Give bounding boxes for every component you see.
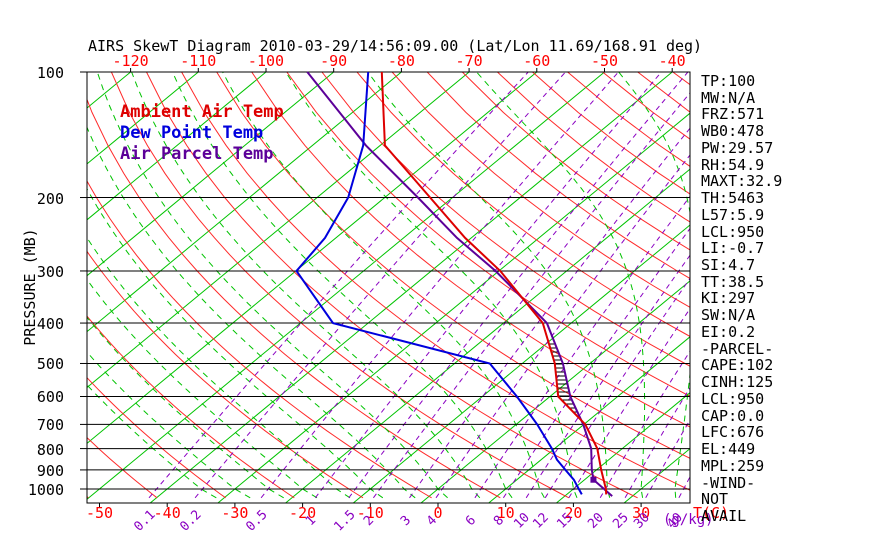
pressure-tick-300: 300 (36, 262, 64, 281)
pressure-tick-400: 400 (36, 315, 64, 334)
lcl-marker (590, 476, 597, 483)
pressure-tick-800: 800 (36, 440, 64, 459)
stat-line-ki-297: KI:297 (701, 289, 756, 308)
stat-line-mpl-259: MPL:259 (701, 456, 765, 475)
top-temp-tick--40: -40 (658, 52, 686, 70)
mixing-unit-label: (g/kg) (663, 512, 714, 528)
stat-line--wind-: -WIND- (701, 473, 756, 492)
sounding-curves (295, 71, 613, 497)
bottom-temp-tick--40: -40 (153, 504, 181, 522)
stat-line-l57-5-9: L57:5.9 (701, 205, 765, 224)
stat-line-mw-n-a: MW:N/A (701, 88, 756, 107)
top-temp-tick--100: -100 (247, 52, 285, 70)
stat-line-si-4-7: SI:4.7 (701, 256, 756, 275)
pressure-tick-700: 700 (36, 416, 64, 435)
pressure-tick-600: 600 (36, 388, 64, 407)
bottom-temp-tick--10: -10 (356, 504, 384, 522)
legend-dew-point-temp: Dew Point Temp (120, 123, 264, 143)
stat-line-rh-54-9: RH:54.9 (701, 155, 765, 174)
top-temp-tick--60: -60 (523, 52, 551, 70)
top-temp-tick--120: -120 (112, 52, 149, 70)
stat-line-lcl-950: LCL:950 (701, 389, 765, 408)
top-temp-tick--70: -70 (455, 52, 483, 70)
bottom-temp-tick--30: -30 (221, 504, 249, 522)
temp-unit-label: T(C) (693, 504, 730, 522)
stat-line-lfc-676: LFC:676 (701, 423, 765, 442)
stat-line-cinh-125: CINH:125 (701, 373, 774, 392)
curve-dew-point-temp (295, 71, 583, 495)
stat-line-th-5463: TH:5463 (701, 189, 765, 208)
stat-line-el-449: EL:449 (701, 440, 756, 459)
pressure-tick-200: 200 (36, 189, 64, 208)
stat-line-avail: AVAIL (701, 506, 747, 525)
stat-line-not: NOT (701, 490, 729, 509)
bottom-temp-tick-0: 0 (433, 504, 443, 522)
stat-line-ei-0-2: EI:0.2 (701, 322, 756, 341)
bottom-temp-tick--50: -50 (85, 504, 114, 522)
stat-line-maxt-32-9: MAXT:32.9 (701, 172, 783, 191)
grid-lines (87, 72, 690, 503)
cape-hatch-region (549, 343, 580, 417)
stat-line-pw-29-57: PW:29.57 (701, 138, 774, 157)
pressure-tick-100: 100 (36, 64, 64, 82)
bottom-temp-tick--20: -20 (289, 504, 317, 522)
stat-line-sw-n-a: SW:N/A (701, 306, 756, 325)
stat-line-wb0-478: WB0:478 (701, 122, 765, 141)
chart-title: AIRS SkewT Diagram 2010-03-29/14:56:09.0… (88, 37, 703, 55)
top-temp-tick--50: -50 (590, 52, 619, 70)
stat-line-li-0-7: LI:-0.7 (701, 239, 765, 258)
pressure-tick-900: 900 (36, 461, 64, 480)
curve-air-parcel-temp (306, 71, 613, 497)
pressure-tick-500: 500 (36, 355, 64, 374)
stat-line-cape-102: CAPE:102 (701, 356, 774, 375)
legend-ambient-air-temp: Ambient Air Temp (120, 102, 284, 122)
stat-line-cap-0-0: CAP:0.0 (701, 406, 765, 425)
stat-line--parcel-: -PARCEL- (701, 339, 774, 358)
stat-line-tp-100: TP:100 (701, 72, 756, 90)
stat-line-frz-571: FRZ:571 (701, 105, 765, 124)
top-temp-tick--110: -110 (180, 52, 217, 70)
legend-air-parcel-temp: Air Parcel Temp (120, 144, 274, 164)
stat-line-lcl-950: LCL:950 (701, 222, 765, 241)
top-temp-tick--80: -80 (387, 52, 415, 70)
top-temp-tick--90: -90 (320, 52, 348, 70)
bottom-temp-tick-20: 20 (564, 504, 583, 522)
curve-ambient-air-temp (380, 71, 608, 495)
bottom-temp-tick-10: 10 (496, 504, 515, 522)
stat-line-tt-38-5: TT:38.5 (701, 272, 765, 291)
axes-and-frame (80, 68, 691, 507)
bottom-temp-tick-30: 30 (632, 504, 651, 522)
pressure-tick-1000: 1000 (27, 481, 64, 499)
